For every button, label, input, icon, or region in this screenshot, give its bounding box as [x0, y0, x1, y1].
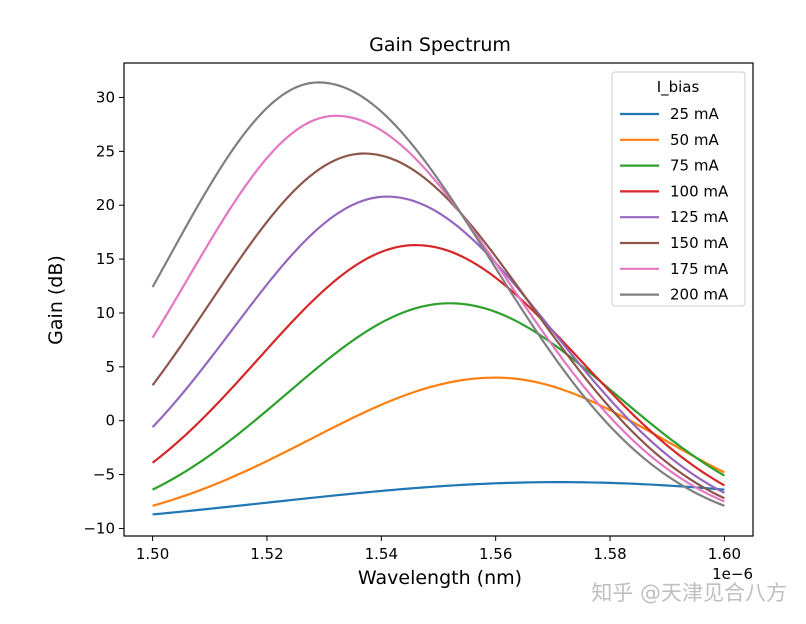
- y-tick-label: 20: [96, 196, 115, 214]
- series-line-150-ma: [151, 152, 725, 500]
- legend-label: 100 mA: [670, 182, 729, 200]
- chart-title: Gain Spectrum: [369, 34, 511, 56]
- x-tick-label: 1.54: [365, 545, 398, 563]
- y-tick-label: 0: [105, 412, 115, 430]
- y-axis-ticks: −10 −5 0 5 10 15 20 25 30: [83, 88, 124, 537]
- legend: I_bias 25 mA 50 mA 75 mA 100 mA 125 mA 150 mA…: [611, 71, 746, 307]
- y-tick-label: −5: [93, 466, 115, 484]
- x-tick-label: 1.50: [136, 545, 169, 563]
- series-line-25-ma: [152, 481, 725, 516]
- plot-frame: [123, 62, 754, 537]
- y-tick-label: 15: [96, 250, 115, 268]
- series-line-100-ma: [151, 243, 725, 487]
- legend-label: 75 mA: [670, 157, 719, 175]
- x-tick-label: 1.60: [708, 545, 741, 563]
- y-tick-label: 5: [105, 358, 115, 376]
- legend-label: 25 mA: [670, 105, 719, 123]
- legend-title: I_bias: [657, 78, 700, 97]
- legend-label: 175 mA: [670, 260, 729, 278]
- watermark: 知乎 @天津见合八方: [591, 581, 787, 605]
- x-axis-label: Wavelength (nm): [358, 567, 522, 589]
- series-line-125-ma: [151, 195, 725, 494]
- watermark-text: 知乎 @天津见合八方: [591, 581, 787, 605]
- legend-label: 200 mA: [670, 286, 729, 304]
- legend-label: 50 mA: [670, 131, 719, 149]
- y-tick-label: 25: [96, 142, 115, 160]
- x-tick-label: 1.58: [593, 545, 626, 563]
- y-tick-label: 10: [96, 304, 115, 322]
- x-tick-label: 1.56: [479, 545, 512, 563]
- series-line-75-ma: [152, 302, 725, 491]
- legend-label: 150 mA: [670, 234, 729, 252]
- y-tick-label: −10: [83, 519, 115, 537]
- series-line-200-ma: [151, 81, 725, 507]
- series-lines: [151, 81, 725, 516]
- legend-items: 25 mA 50 mA 75 mA 100 mA 125 mA 150 mA 175 mA 2…: [620, 105, 729, 304]
- x-tick-label: 1.52: [250, 545, 283, 563]
- legend-label: 125 mA: [670, 208, 729, 226]
- y-tick-label: 30: [96, 88, 115, 106]
- x-axis-offset-label: 1e−6: [712, 565, 753, 583]
- x-axis-ticks: 1.50 1.52 1.54 1.56 1.58 1.60: [136, 536, 741, 563]
- y-axis-label: Gain (dB): [45, 255, 67, 345]
- series-line-175-ma: [151, 114, 725, 503]
- legend-box: [611, 71, 746, 307]
